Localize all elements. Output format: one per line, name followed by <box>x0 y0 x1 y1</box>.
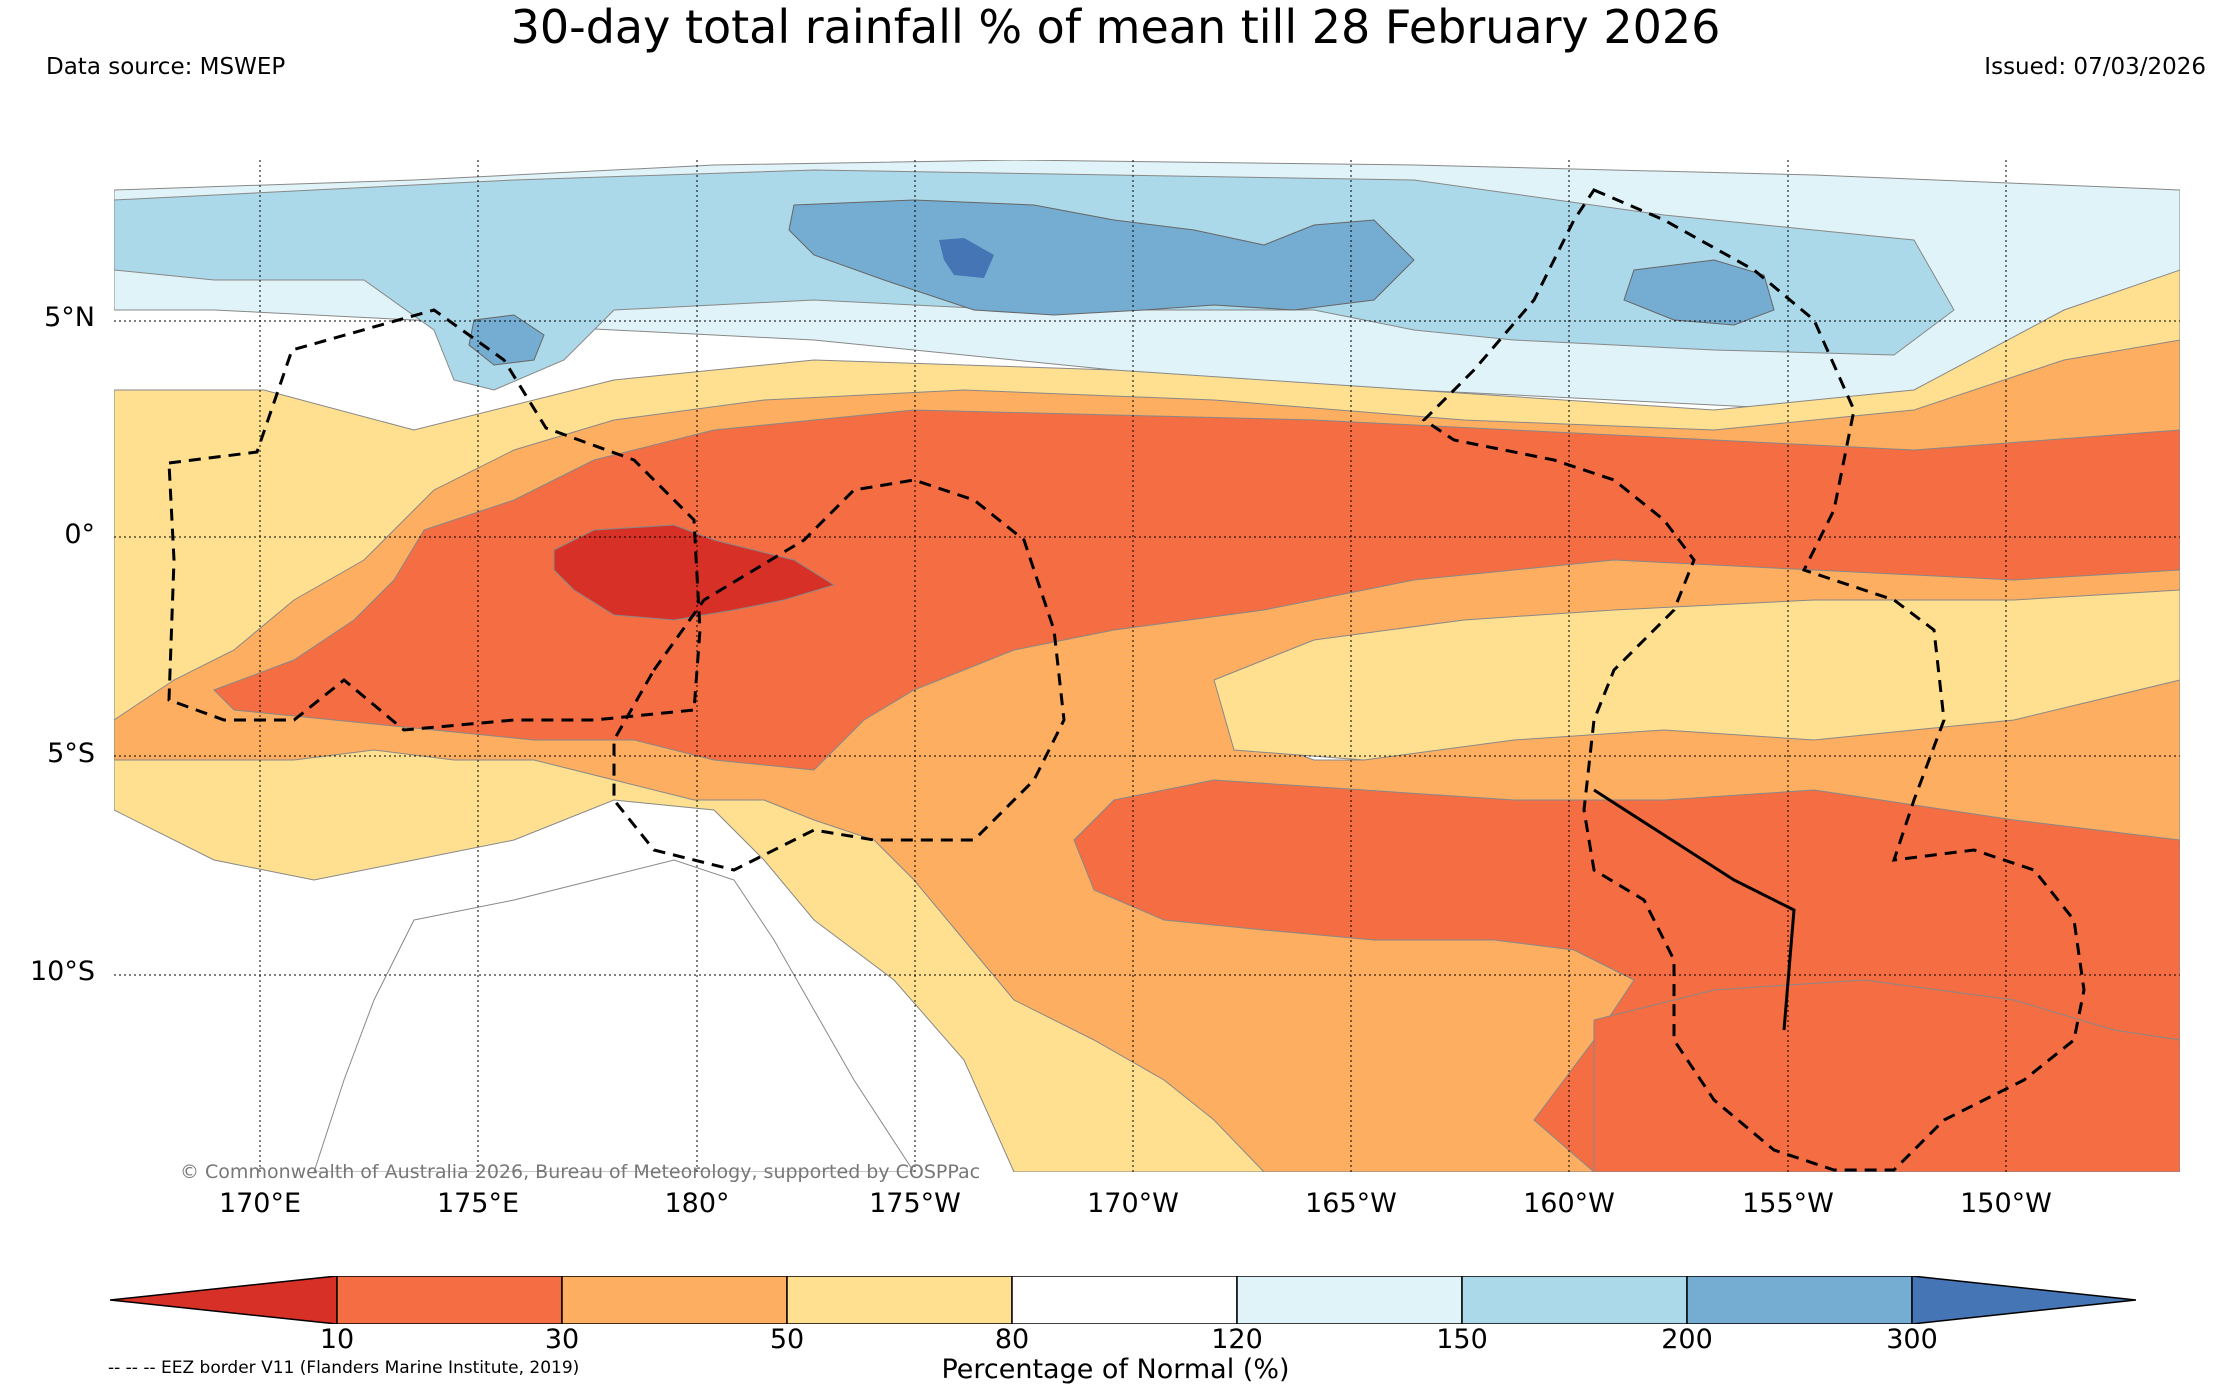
colorbar-tick-300: 300 <box>1886 1324 1938 1355</box>
colorbar-segment-30-50 <box>561 1275 788 1325</box>
zone-300-north <box>788 199 1415 316</box>
lon-label-170e: 170°E <box>218 1188 302 1219</box>
colorbar-tick-50: 50 <box>769 1324 805 1355</box>
colorbar-svg <box>109 1275 2137 1325</box>
lon-label-170w: 170°W <box>1087 1188 1179 1219</box>
colorbar-segment-80-120 <box>1011 1275 1238 1325</box>
data-source: Data source: MSWEP <box>46 54 286 80</box>
lon-label-160w: 160°W <box>1523 1188 1615 1219</box>
lon-label-155w: 155°W <box>1742 1188 1834 1219</box>
lon-label-150w: 150°W <box>1960 1188 2052 1219</box>
zone-300-north-2 <box>1623 259 1775 326</box>
zone-300-west <box>468 314 545 366</box>
rainfall-map-svg <box>114 160 2180 1172</box>
colorbar-tick-200: 200 <box>1661 1324 1713 1355</box>
colorbar-tick-120: 120 <box>1211 1324 1263 1355</box>
colorbar-segment-above-300 <box>1911 1275 2137 1325</box>
colorbar-segment-150-200 <box>1461 1275 1688 1325</box>
zone-max-north <box>939 238 994 278</box>
zone-below-10 <box>553 524 836 621</box>
colorbar-segment-below-10 <box>109 1275 338 1325</box>
lat-label-0: 0° <box>64 519 95 550</box>
zone-80-120-southwest <box>313 859 915 1172</box>
zone-50-80-east <box>1213 589 2180 761</box>
map-title: 30-day total rainfall % of mean till 28 … <box>510 0 1721 54</box>
lat-label-10s: 10°S <box>30 956 95 987</box>
graticule <box>114 160 2180 1172</box>
zone-10-30-main <box>213 409 2180 771</box>
lon-label-175w: 175°W <box>869 1188 961 1219</box>
copyright-notice: © Commonwealth of Australia 2026, Bureau… <box>180 1161 981 1183</box>
eez-legend-note: -- -- -- EEZ border V11 (Flanders Marine… <box>108 1358 580 1378</box>
colorbar-segment-50-80 <box>786 1275 1013 1325</box>
colorbar-tick-30: 30 <box>544 1324 580 1355</box>
lon-label-180: 180° <box>664 1188 730 1219</box>
colorbar-segment-200-300 <box>1686 1275 1913 1325</box>
colorbar <box>109 1275 2137 1328</box>
issued-date: Issued: 07/03/2026 <box>1984 54 2206 80</box>
lon-label-175e: 175°E <box>436 1188 520 1219</box>
colorbar-tick-10: 10 <box>319 1324 355 1355</box>
colorbar-segment-10-30 <box>336 1275 563 1325</box>
colorbar-tick-80: 80 <box>994 1324 1030 1355</box>
lon-label-165w: 165°W <box>1305 1188 1397 1219</box>
rainfall-map <box>114 160 2180 1172</box>
maritime-boundary <box>1593 788 1796 1031</box>
colorbar-tick-150: 150 <box>1436 1324 1488 1355</box>
eez-borders <box>167 188 2086 1172</box>
colorbar-segment-120-150 <box>1236 1275 1463 1325</box>
lat-label-5n: 5°N <box>44 302 95 333</box>
lat-label-5s: 5°S <box>47 738 95 769</box>
